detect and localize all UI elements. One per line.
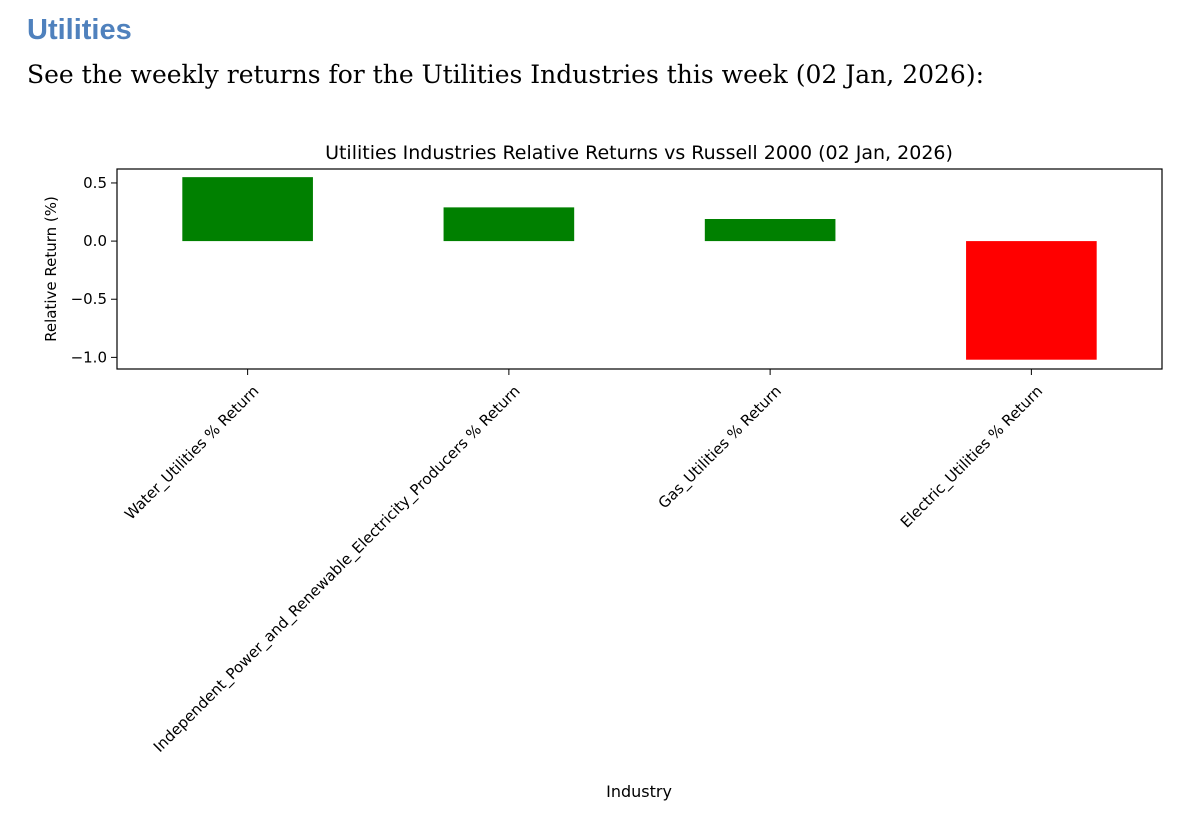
y-tick-label-3: −0.5	[71, 290, 107, 308]
section-heading: Utilities	[27, 14, 132, 46]
intro-text: See the weekly returns for the Utilities…	[27, 60, 984, 89]
bars-group	[182, 177, 1097, 360]
bar-3	[704, 219, 836, 242]
y-tick-label-2: 0.0	[83, 232, 107, 250]
bar-2	[443, 207, 575, 242]
plot-frame	[116, 168, 1163, 370]
y-tick-label-1: 0.5	[83, 174, 107, 192]
x-tick-label-4: Electric_Utilities % Return	[897, 382, 1047, 532]
chart-title: Utilities Industries Relative Returns vs…	[325, 142, 953, 164]
bar-1	[182, 177, 313, 242]
y-tick-label-4: −1.0	[71, 348, 107, 366]
bar-4	[966, 241, 1097, 360]
x-tick-label-1: Water_Utilities % Return	[121, 382, 263, 524]
x-ticks-group: Water_Utilities % ReturnIndependent_Powe…	[121, 369, 1047, 757]
y-axis-label: Relative Return (%)	[42, 196, 60, 342]
x-axis-label: Industry	[606, 782, 672, 801]
x-tick-label-3: Gas_Utilities % Return	[655, 382, 786, 513]
y-ticks-group: 0.5 0.0 −0.5 −1.0	[71, 174, 117, 366]
